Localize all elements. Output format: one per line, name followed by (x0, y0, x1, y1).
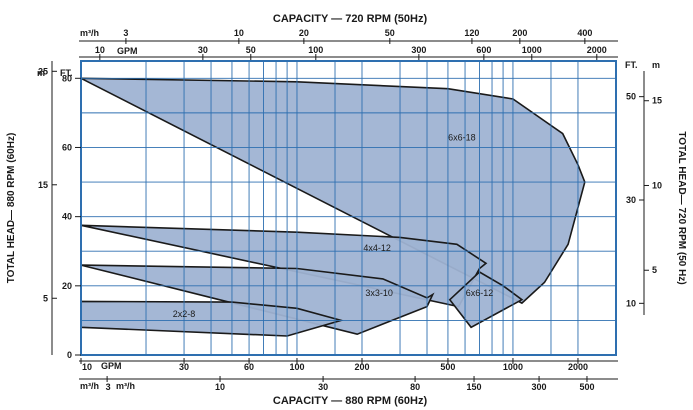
right-ft-tick-label: 10 (626, 298, 636, 308)
top-m3h-tick-label: 200 (512, 28, 527, 38)
left-m-tick-label: 5 (43, 293, 48, 303)
right-axis-title: TOTAL HEAD— 720 RPM (50 Hz) (676, 131, 687, 284)
right-m-unit: m (652, 60, 660, 70)
bottom-gpm-tick-label: 2000 (568, 362, 588, 372)
bottom-m3h-tick-label: 80 (410, 382, 420, 392)
top-m3h-tick-label: 50 (385, 28, 395, 38)
right-m-tick-label: 10 (652, 180, 662, 190)
gridlines (81, 61, 616, 355)
top-m3h-tick-label: 400 (577, 28, 592, 38)
top-gpm-tick-label: 2000 (587, 45, 607, 55)
top-gpm-unit: GPM (117, 46, 138, 56)
bottom-gpm-tick-label: 1000 (503, 362, 523, 372)
left-m-tick-label: 15 (38, 180, 48, 190)
top-gpm-tick-label: 50 (246, 45, 256, 55)
left-ft-unit: FT. (60, 68, 73, 78)
right-m-tick-label: 5 (652, 265, 657, 275)
bottom-m3h-unit-left: m³/h (80, 381, 99, 391)
label-6x6-12: 6x6-12 (466, 288, 494, 298)
bottom-gpm-unit: GPM (101, 361, 122, 371)
right-ft-unit: FT. (625, 60, 638, 70)
label-2x2-8: 2x2-8 (173, 309, 196, 319)
top-gpm-tick-label: 30 (198, 45, 208, 55)
right-ft-tick-label: 50 (626, 92, 636, 102)
right-m-tick-label: 15 (652, 96, 662, 106)
region-3x3-10 (80, 264, 435, 336)
bottom-m3h-tick-label: 3 (106, 382, 111, 392)
plot-frame (80, 60, 617, 356)
bottom-gpm-tick-label: 30 (179, 362, 189, 372)
top-m3h-tick-label: 120 (464, 28, 479, 38)
bottom-m3h-unit-right: m³/h (116, 381, 135, 391)
top-gpm-tick-label: 600 (476, 45, 491, 55)
bottom-gpm-tick-label: 500 (440, 362, 455, 372)
bottom-m3h-tick-label: 150 (467, 382, 482, 392)
bottom-gpm-tick-label: 10 (82, 362, 92, 372)
top-m3h-tick-label: 10 (234, 28, 244, 38)
top-m3h-tick-label: 3 (123, 28, 128, 38)
left-ft-tick-label: 80 (62, 73, 72, 83)
region-labels: 6x6-18 4x4-12 3x3-10 6x6-12 2x2-8 (173, 133, 493, 319)
top-axis-title: CAPACITY — 720 RPM (50Hz) (273, 13, 428, 25)
bottom-gpm-tick-label: 60 (244, 362, 254, 372)
label-4x4-12: 4x4-12 (363, 243, 391, 253)
left-m-unit: m (37, 68, 45, 78)
bottom-axis-title: CAPACITY — 880 RPM (60Hz) (273, 395, 428, 407)
left-axis-title: TOTAL HEAD— 880 RPM (60Hz) (6, 133, 17, 284)
bottom-gpm-tick-label: 200 (354, 362, 369, 372)
left-ft-tick-label: 60 (62, 142, 72, 152)
bottom-m3h-tick-label: 30 (318, 382, 328, 392)
bottom-m3h-tick-label: 10 (215, 382, 225, 392)
label-6x6-18: 6x6-18 (448, 133, 476, 143)
top-m3h-tick-label: 20 (299, 28, 309, 38)
left-ft-tick-label: 20 (62, 281, 72, 291)
top-gpm-tick-label: 10 (95, 45, 105, 55)
left-ft-tick-label: 40 (62, 212, 72, 222)
top-gpm-tick-label: 300 (411, 45, 426, 55)
bottom-m3h-tick-label: 500 (579, 382, 594, 392)
bottom-gpm-tick-label: 100 (289, 362, 304, 372)
top-m3h-unit: m³/h (80, 28, 99, 38)
top-gpm-tick-label: 100 (308, 45, 323, 55)
left-m-tick-label: 25 (38, 66, 48, 76)
left-ft-tick-label: 0 (67, 350, 72, 360)
label-3x3-10: 3x3-10 (365, 288, 393, 298)
right-ft-tick-label: 30 (626, 195, 636, 205)
curve-regions (80, 77, 586, 337)
top-gpm-tick-label: 1000 (522, 45, 542, 55)
bottom-m3h-tick-label: 300 (532, 382, 547, 392)
